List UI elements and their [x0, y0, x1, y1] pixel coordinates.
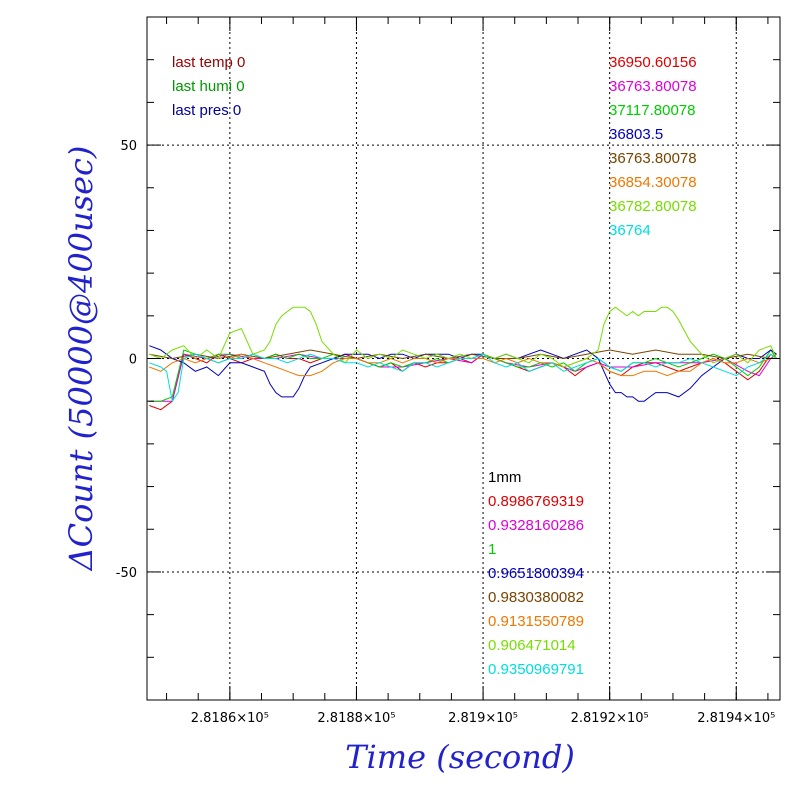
y-tick-label: 50 — [120, 139, 137, 154]
legend-right-entry: 37117.80078 — [609, 102, 695, 119]
y-tick-label: 0 — [129, 353, 137, 368]
series-line — [149, 353, 777, 403]
x-tick-label: 2.8186×10⁵ — [191, 711, 269, 726]
legend-left-entry: last humi 0 — [172, 78, 245, 95]
legend-mid-entry: 1mm — [488, 469, 521, 486]
x-tick-label: 2.8192×10⁵ — [571, 711, 649, 726]
y-tick-label: -50 — [116, 566, 137, 581]
legend-left-entry: last temp 0 — [172, 54, 245, 71]
legend-right-entry: 36764 — [609, 222, 651, 239]
legend-mid-entry: 0.8986769319 — [488, 493, 584, 510]
x-axis-title: Time (second) — [345, 738, 575, 776]
legend-right-top: 36950.60156 36763.80078 37117.80078 36803.5… — [609, 54, 697, 239]
x-tick-label: 2.8188×10⁵ — [317, 711, 395, 726]
legend-right-entry: 36763.80078 — [609, 150, 697, 167]
y-axis-title: ΔCount (50000@400usec) — [62, 146, 100, 573]
legend-left: last temp 0 last humi 0 last pres 0 — [172, 54, 245, 119]
series-line — [149, 349, 777, 360]
legend-left-entry: last pres 0 — [172, 102, 241, 119]
legend-right-entry: 36763.80078 — [609, 78, 697, 95]
legend-mid-entry: 0.9131550789 — [488, 613, 584, 630]
legend-mid-entry: 0.9651800394 — [488, 565, 584, 582]
legend-mid-entry: 0.9328160286 — [488, 517, 584, 534]
axis-ticks: 2.8186×10⁵ 2.8188×10⁵ 2.819×10⁵ 2.8192×10⁵ 2… — [116, 16, 780, 726]
legend-right-entry: 36950.60156 — [609, 54, 697, 71]
legend-right-entry: 36854.30078 — [609, 174, 697, 191]
series-lines — [149, 306, 777, 411]
series-line — [149, 345, 777, 402]
legend-right-entry: 36782.80078 — [609, 198, 697, 215]
x-tick-label: 2.819×10⁵ — [448, 711, 518, 726]
legend-mid-bottom: 1mm 0.8986769319 0.9328160286 1 0.9651800394… — [488, 469, 584, 678]
legend-mid-entry: 0.9350969791 — [488, 661, 584, 678]
legend-mid-entry: 0.906471014 — [488, 637, 576, 654]
legend-mid-entry: 1 — [488, 541, 496, 558]
legend-right-entry: 36803.5 — [609, 126, 663, 143]
x-tick-label: 2.8194×10⁵ — [697, 711, 775, 726]
legend-mid-entry: 0.9830380082 — [488, 589, 584, 606]
